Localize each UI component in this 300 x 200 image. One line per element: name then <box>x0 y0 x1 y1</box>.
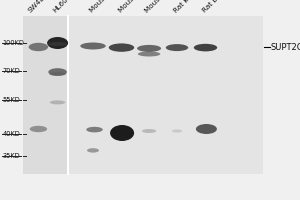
Ellipse shape <box>29 43 48 51</box>
Text: Mouse testis: Mouse testis <box>89 0 125 14</box>
Text: 55KD: 55KD <box>2 97 20 103</box>
Text: HL60: HL60 <box>51 0 69 14</box>
Text: Rat kidney: Rat kidney <box>173 0 204 14</box>
Ellipse shape <box>137 45 161 52</box>
Ellipse shape <box>50 100 65 104</box>
Ellipse shape <box>80 43 106 49</box>
Ellipse shape <box>30 126 47 132</box>
Bar <box>22 16 68 174</box>
Text: 35KD: 35KD <box>2 153 20 159</box>
Ellipse shape <box>166 44 188 51</box>
Text: SW480: SW480 <box>27 0 50 14</box>
Ellipse shape <box>47 37 68 49</box>
Text: SUPT2OH: SUPT2OH <box>271 43 300 51</box>
Ellipse shape <box>49 72 66 76</box>
Ellipse shape <box>48 68 67 76</box>
Text: 70KD: 70KD <box>2 68 20 74</box>
Text: Mouse brain: Mouse brain <box>117 0 153 14</box>
Ellipse shape <box>110 125 134 141</box>
Ellipse shape <box>48 42 67 46</box>
Ellipse shape <box>194 44 217 51</box>
Text: 100KD: 100KD <box>2 40 24 46</box>
Bar <box>68 16 262 174</box>
Text: Rat brain: Rat brain <box>201 0 229 14</box>
Ellipse shape <box>196 124 217 134</box>
Ellipse shape <box>86 127 103 132</box>
Ellipse shape <box>142 129 156 133</box>
Text: 40KD: 40KD <box>2 131 20 137</box>
Ellipse shape <box>87 148 99 153</box>
Text: Mouse lung: Mouse lung <box>144 0 178 14</box>
Ellipse shape <box>172 129 182 133</box>
Ellipse shape <box>138 51 160 56</box>
Ellipse shape <box>109 43 134 52</box>
